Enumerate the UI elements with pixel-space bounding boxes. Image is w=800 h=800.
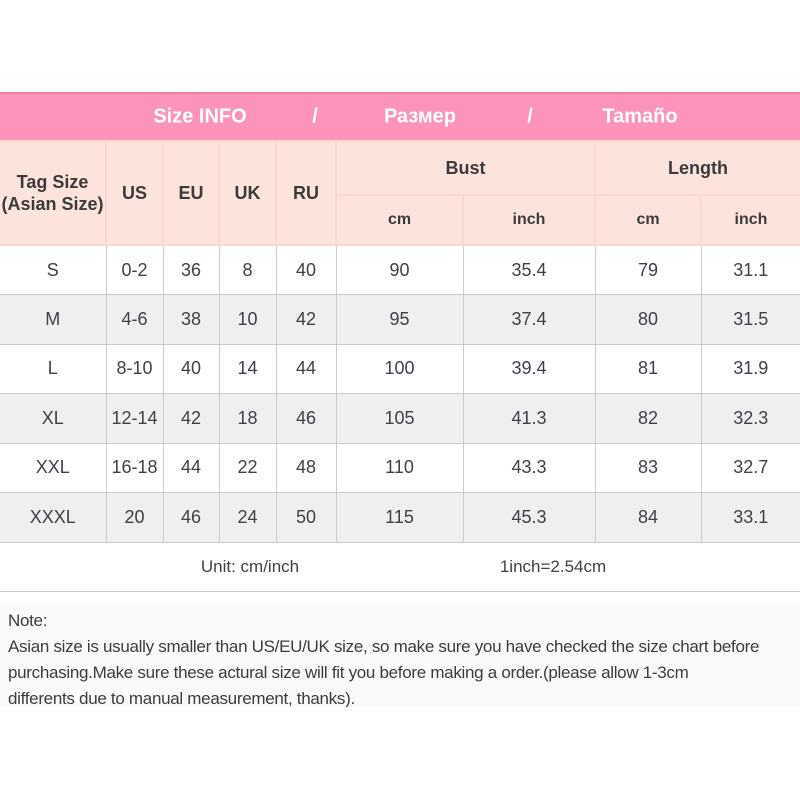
banner-separator: / (312, 105, 318, 128)
header-us: US (105, 140, 164, 246)
table-body: S 0-2 36 8 40 90 35.4 79 31.1 M 4-6 38 10 42 95 37.4 80 3… (0, 244, 800, 543)
header-bust: Bust (335, 139, 596, 197)
cell-us: 12-14 (105, 393, 164, 444)
cell-ru: 42 (275, 294, 337, 345)
cell-bust_inch: 45.3 (462, 492, 596, 543)
cell-eu: 42 (162, 393, 220, 444)
cell-tag: XL (0, 393, 107, 444)
cell-uk: 18 (218, 393, 277, 444)
cell-length_inch: 32.3 (700, 393, 800, 444)
cell-ru: 44 (275, 343, 337, 394)
cell-tag: L (0, 343, 107, 394)
header-tag-size-line2: (Asian Size) (1, 194, 104, 214)
cell-tag: M (0, 294, 107, 345)
cell-ru: 50 (275, 492, 337, 543)
cell-length_cm: 80 (594, 294, 702, 345)
header-tag-size: Tag Size (Asian Size) (0, 140, 107, 246)
banner-title-russian: Размер (383, 105, 457, 128)
cell-bust_inch: 41.3 (462, 393, 596, 444)
header-ru: RU (275, 140, 337, 246)
cell-bust_inch: 39.4 (462, 343, 596, 394)
cell-ru: 46 (275, 393, 337, 444)
header-bust-inch: inch (462, 194, 596, 246)
cell-bust_cm: 90 (335, 244, 464, 295)
cell-us: 4-6 (105, 294, 164, 345)
cell-length_inch: 32.7 (700, 442, 800, 493)
cell-bust_cm: 105 (335, 393, 464, 444)
cell-tag: XXXL (0, 492, 107, 543)
table-row: XXXL 20 46 24 50 115 45.3 84 33.1 (0, 492, 800, 543)
table-row: S 0-2 36 8 40 90 35.4 79 31.1 (0, 244, 800, 295)
cell-tag: XXL (0, 442, 107, 493)
cell-length_cm: 79 (594, 244, 702, 295)
header-length-cm: cm (594, 194, 702, 246)
banner-title-english: Size INFO (153, 105, 247, 128)
cell-ru: 40 (275, 244, 337, 295)
cell-length_cm: 83 (594, 442, 702, 493)
cell-length_inch: 31.5 (700, 294, 800, 345)
cell-bust_inch: 43.3 (462, 442, 596, 493)
cell-length_inch: 33.1 (700, 492, 800, 543)
cell-length_inch: 31.1 (700, 244, 800, 295)
header-bust-cm: cm (336, 194, 464, 246)
footer-cell: Unit: cm/inch 1inch=2.54cm (0, 541, 800, 592)
cell-eu: 46 (162, 492, 220, 543)
cell-bust_cm: 100 (335, 343, 464, 394)
cell-eu: 44 (162, 442, 220, 493)
cell-length_cm: 81 (594, 343, 702, 394)
table-row: M 4-6 38 10 42 95 37.4 80 31.5 (0, 294, 800, 345)
cell-bust_cm: 110 (335, 442, 464, 493)
cell-eu: 40 (162, 343, 220, 394)
note-line: purchasing.Make sure these actural size … (8, 663, 689, 682)
banner: Size INFO / Размер / Tamaño (0, 92, 800, 140)
note-line: Asian size is usually smaller than US/EU… (8, 637, 760, 656)
cell-uk: 22 (218, 442, 277, 493)
header-tag-size-line1: Tag Size (16, 172, 89, 192)
cell-eu: 38 (162, 294, 220, 345)
cell-tag: S (0, 244, 107, 295)
table-footer: Unit: cm/inch 1inch=2.54cm (0, 541, 800, 592)
header-eu: EU (162, 140, 220, 246)
cell-us: 0-2 (105, 244, 164, 295)
cell-us: 8-10 (105, 343, 164, 394)
table-row: XL 12-14 42 18 46 105 41.3 82 32.3 (0, 393, 800, 444)
cell-bust_cm: 115 (335, 492, 464, 543)
header-length-inch: inch (700, 194, 800, 246)
cell-uk: 24 (218, 492, 277, 543)
table-row: L 8-10 40 14 44 100 39.4 81 31.9 (0, 343, 800, 394)
cell-us: 16-18 (105, 442, 164, 493)
size-table: Tag Size (Asian Size) US EU UK RU Bust L… (0, 139, 800, 592)
cell-length_cm: 84 (594, 492, 702, 543)
note-line: differents due to manual measurement, th… (8, 689, 355, 707)
banner-title-spanish: Tamaño (602, 105, 678, 128)
unit-label: Unit: cm/inch (200, 556, 300, 576)
note-title: Note: (8, 611, 48, 630)
banner-separator: / (527, 105, 533, 128)
cell-bust_inch: 35.4 (462, 244, 596, 295)
cell-eu: 36 (162, 244, 220, 295)
header-uk: UK (218, 140, 277, 246)
conversion-label: 1inch=2.54cm (499, 556, 607, 576)
cell-uk: 14 (218, 343, 277, 394)
cell-uk: 10 (218, 294, 277, 345)
cell-bust_cm: 95 (335, 294, 464, 345)
cell-us: 20 (105, 492, 164, 543)
cell-length_inch: 31.9 (700, 343, 800, 394)
table-header: Tag Size (Asian Size) US EU UK RU Bust L… (0, 139, 800, 246)
header-length: Length (594, 139, 800, 197)
cell-ru: 48 (275, 442, 337, 493)
cell-uk: 8 (218, 244, 277, 295)
cell-length_cm: 82 (594, 393, 702, 444)
note-section: Note: Asian size is usually smaller than… (0, 601, 800, 707)
table-row: XXL 16-18 44 22 48 110 43.3 83 32.7 (0, 442, 800, 493)
cell-bust_inch: 37.4 (462, 294, 596, 345)
